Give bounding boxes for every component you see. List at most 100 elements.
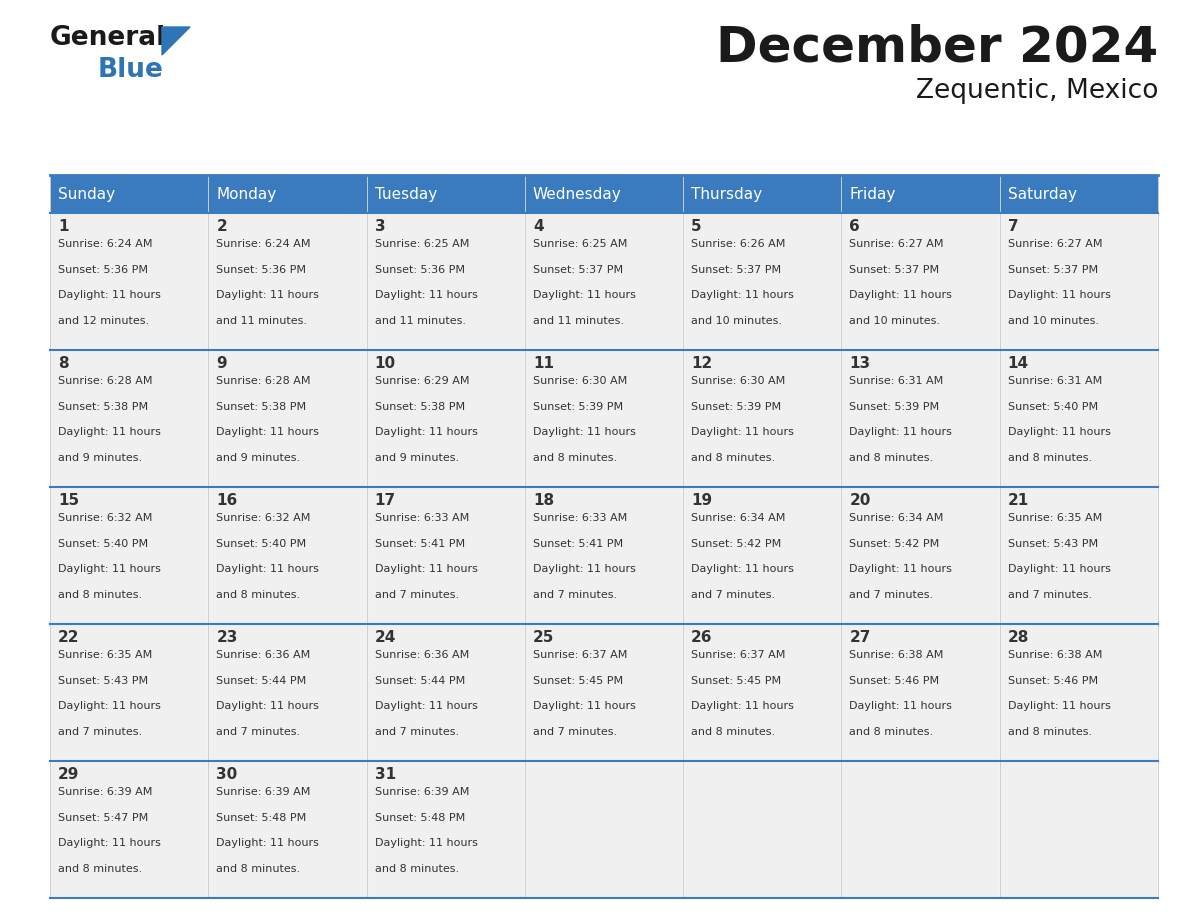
Text: Daylight: 11 hours: Daylight: 11 hours	[1007, 565, 1111, 574]
Text: Sunrise: 6:25 AM: Sunrise: 6:25 AM	[374, 239, 469, 249]
Text: 23: 23	[216, 630, 238, 645]
Text: 6: 6	[849, 219, 860, 234]
Text: Daylight: 11 hours: Daylight: 11 hours	[533, 290, 636, 300]
Bar	[683, 213, 841, 350]
Text: Sunset: 5:48 PM: Sunset: 5:48 PM	[216, 812, 307, 823]
Text: and 10 minutes.: and 10 minutes.	[691, 316, 782, 326]
Bar	[367, 175, 525, 213]
Text: 24: 24	[374, 630, 396, 645]
Text: Sunrise: 6:36 AM: Sunrise: 6:36 AM	[374, 650, 469, 660]
Bar	[367, 350, 525, 487]
Text: and 8 minutes.: and 8 minutes.	[1007, 727, 1092, 736]
Text: Sunrise: 6:25 AM: Sunrise: 6:25 AM	[533, 239, 627, 249]
Bar	[1000, 761, 1158, 898]
Bar	[841, 175, 1000, 213]
Bar	[683, 761, 841, 898]
Text: and 8 minutes.: and 8 minutes.	[374, 864, 459, 874]
Text: Sunrise: 6:37 AM: Sunrise: 6:37 AM	[533, 650, 627, 660]
Text: 13: 13	[849, 356, 871, 371]
Text: Daylight: 11 hours: Daylight: 11 hours	[533, 565, 636, 574]
Text: Sunrise: 6:24 AM: Sunrise: 6:24 AM	[216, 239, 311, 249]
Text: and 7 minutes.: and 7 minutes.	[533, 589, 617, 599]
Text: 19: 19	[691, 493, 713, 508]
Text: 20: 20	[849, 493, 871, 508]
Bar	[841, 350, 1000, 487]
Text: Daylight: 11 hours: Daylight: 11 hours	[1007, 427, 1111, 437]
Text: Sunday: Sunday	[58, 186, 115, 201]
Text: Monday: Monday	[216, 186, 277, 201]
Text: and 11 minutes.: and 11 minutes.	[374, 316, 466, 326]
Bar	[1000, 487, 1158, 624]
Text: Daylight: 11 hours: Daylight: 11 hours	[849, 427, 953, 437]
Text: Daylight: 11 hours: Daylight: 11 hours	[58, 565, 160, 574]
Text: and 8 minutes.: and 8 minutes.	[58, 589, 143, 599]
Text: and 7 minutes.: and 7 minutes.	[374, 727, 459, 736]
Bar	[683, 624, 841, 761]
Text: Sunset: 5:40 PM: Sunset: 5:40 PM	[1007, 401, 1098, 411]
Text: 21: 21	[1007, 493, 1029, 508]
Text: 16: 16	[216, 493, 238, 508]
Text: Sunrise: 6:33 AM: Sunrise: 6:33 AM	[533, 513, 627, 523]
Bar	[367, 487, 525, 624]
Text: and 11 minutes.: and 11 minutes.	[216, 316, 308, 326]
Text: Daylight: 11 hours: Daylight: 11 hours	[849, 701, 953, 711]
Text: 8: 8	[58, 356, 69, 371]
Text: and 11 minutes.: and 11 minutes.	[533, 316, 624, 326]
Bar	[525, 761, 683, 898]
Text: 28: 28	[1007, 630, 1029, 645]
Bar	[683, 487, 841, 624]
Text: Sunset: 5:36 PM: Sunset: 5:36 PM	[58, 264, 148, 274]
Bar	[1000, 213, 1158, 350]
Bar	[841, 761, 1000, 898]
Text: Sunrise: 6:31 AM: Sunrise: 6:31 AM	[1007, 376, 1102, 386]
Bar	[50, 175, 208, 213]
Text: 26: 26	[691, 630, 713, 645]
Text: Daylight: 11 hours: Daylight: 11 hours	[216, 565, 320, 574]
Text: and 7 minutes.: and 7 minutes.	[691, 589, 776, 599]
Text: Sunset: 5:47 PM: Sunset: 5:47 PM	[58, 812, 148, 823]
Text: Daylight: 11 hours: Daylight: 11 hours	[58, 838, 160, 848]
Text: 12: 12	[691, 356, 713, 371]
Text: Sunrise: 6:27 AM: Sunrise: 6:27 AM	[849, 239, 944, 249]
Text: Sunset: 5:46 PM: Sunset: 5:46 PM	[1007, 676, 1098, 686]
Text: 22: 22	[58, 630, 80, 645]
Bar	[208, 175, 367, 213]
Bar	[525, 487, 683, 624]
Text: Sunrise: 6:34 AM: Sunrise: 6:34 AM	[849, 513, 943, 523]
Text: Daylight: 11 hours: Daylight: 11 hours	[58, 701, 160, 711]
Text: Sunset: 5:40 PM: Sunset: 5:40 PM	[58, 539, 148, 549]
Text: Daylight: 11 hours: Daylight: 11 hours	[374, 290, 478, 300]
Text: Daylight: 11 hours: Daylight: 11 hours	[216, 290, 320, 300]
Bar	[50, 213, 208, 350]
Text: Sunrise: 6:29 AM: Sunrise: 6:29 AM	[374, 376, 469, 386]
Text: Daylight: 11 hours: Daylight: 11 hours	[691, 427, 794, 437]
Text: Daylight: 11 hours: Daylight: 11 hours	[691, 565, 794, 574]
Text: and 8 minutes.: and 8 minutes.	[58, 864, 143, 874]
Text: Friday: Friday	[849, 186, 896, 201]
Text: and 12 minutes.: and 12 minutes.	[58, 316, 150, 326]
Text: Sunrise: 6:39 AM: Sunrise: 6:39 AM	[58, 787, 152, 797]
Text: Sunrise: 6:36 AM: Sunrise: 6:36 AM	[216, 650, 310, 660]
Bar	[367, 761, 525, 898]
Text: Sunset: 5:46 PM: Sunset: 5:46 PM	[849, 676, 940, 686]
Bar	[208, 350, 367, 487]
Text: Sunset: 5:42 PM: Sunset: 5:42 PM	[849, 539, 940, 549]
Text: Sunset: 5:41 PM: Sunset: 5:41 PM	[374, 539, 465, 549]
Text: Sunset: 5:39 PM: Sunset: 5:39 PM	[691, 401, 782, 411]
Text: 2: 2	[216, 219, 227, 234]
Text: and 7 minutes.: and 7 minutes.	[533, 727, 617, 736]
Text: Sunset: 5:43 PM: Sunset: 5:43 PM	[1007, 539, 1098, 549]
Bar	[208, 487, 367, 624]
Text: Sunrise: 6:35 AM: Sunrise: 6:35 AM	[58, 650, 152, 660]
Text: Sunrise: 6:37 AM: Sunrise: 6:37 AM	[691, 650, 785, 660]
Text: Sunrise: 6:32 AM: Sunrise: 6:32 AM	[216, 513, 310, 523]
Text: Sunrise: 6:35 AM: Sunrise: 6:35 AM	[1007, 513, 1102, 523]
Text: Daylight: 11 hours: Daylight: 11 hours	[216, 838, 320, 848]
Text: Daylight: 11 hours: Daylight: 11 hours	[849, 565, 953, 574]
Text: 18: 18	[533, 493, 554, 508]
Text: and 8 minutes.: and 8 minutes.	[849, 453, 934, 463]
Text: and 8 minutes.: and 8 minutes.	[216, 864, 301, 874]
Bar	[525, 624, 683, 761]
Bar	[841, 487, 1000, 624]
Text: Sunrise: 6:30 AM: Sunrise: 6:30 AM	[533, 376, 627, 386]
